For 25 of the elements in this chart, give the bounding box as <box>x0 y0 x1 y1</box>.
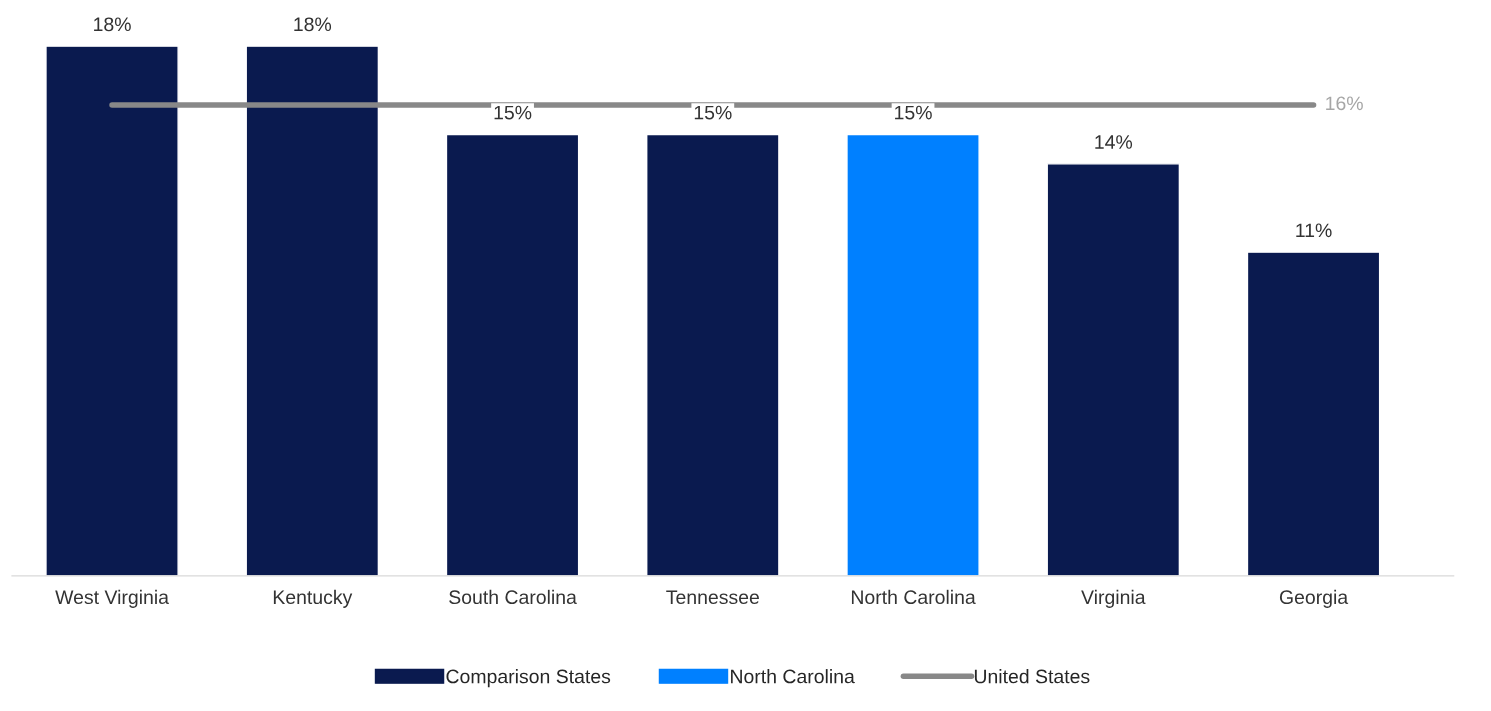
data-label: 15% <box>494 105 532 120</box>
x-tick-label: Tennessee <box>666 590 759 605</box>
bar <box>445 133 580 576</box>
x-tick-label: West Virginia <box>55 589 169 608</box>
bar <box>646 133 780 576</box>
x-tick-label: Georgia <box>1279 589 1349 608</box>
bar <box>45 45 179 576</box>
data-label: 11% <box>1296 223 1332 238</box>
data-label: 16% <box>1326 96 1363 111</box>
legend-label: North Carolina <box>731 669 855 684</box>
x-tick-label: Virginia <box>1081 589 1146 608</box>
legend-label: United States <box>974 669 1090 684</box>
data-label: 15% <box>895 105 932 120</box>
data-label: 15% <box>694 105 732 120</box>
legend-label: Comparison States <box>446 669 611 688</box>
x-tick-label: South Carolina <box>449 589 577 605</box>
bar <box>245 45 380 576</box>
bar <box>1246 251 1381 576</box>
data-label: 14% <box>1095 135 1133 149</box>
data-label: 18% <box>294 17 332 32</box>
data-label: 18% <box>94 17 131 32</box>
bar <box>1046 163 1181 576</box>
x-tick-label: North Carolina <box>851 589 976 605</box>
x-tick-label: Kentucky <box>273 589 353 608</box>
bar <box>846 133 980 576</box>
